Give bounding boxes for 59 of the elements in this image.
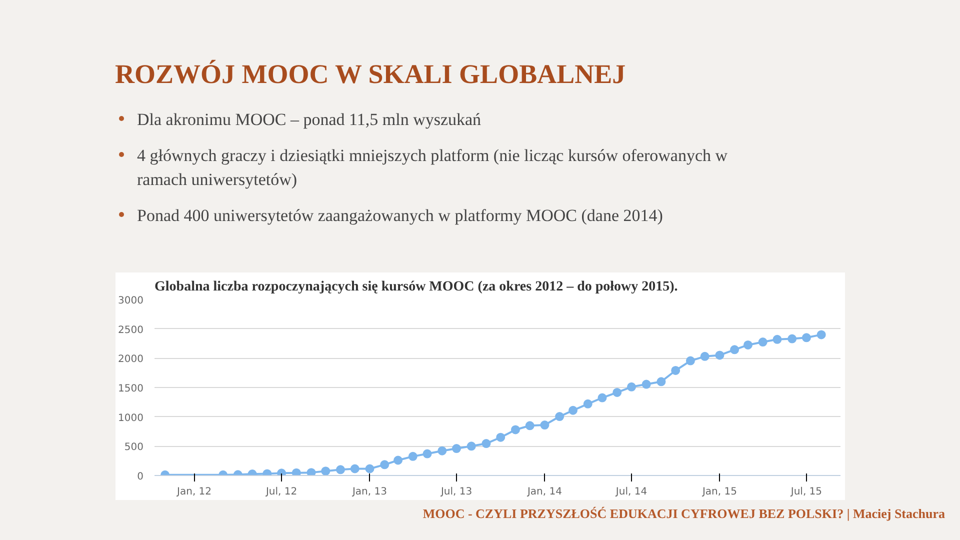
point — [321, 466, 330, 476]
point — [277, 468, 286, 476]
x-tick-label: Jan, 12 — [176, 486, 212, 498]
y-tick-label: 3000 — [118, 296, 144, 306]
point — [438, 446, 447, 456]
point — [743, 340, 752, 350]
point — [686, 356, 695, 366]
text: MOOC - CZYLI PRZYSZŁOŚĆ EDUKACJI CYFROWEJ BEZ POLSKI? | Maciej Stachura — [422, 505, 945, 523]
point — [700, 352, 710, 361]
point — [788, 334, 797, 344]
point — [306, 468, 316, 476]
y-tick-label: 1000 — [118, 412, 144, 424]
point — [802, 333, 811, 342]
x-tick-label: Jul, 12 — [264, 486, 298, 498]
point — [612, 388, 622, 397]
text: 4 głównych graczy i dziesiątki mniejszych platform (nie licząc kursów oferowanych w ramach uniwersytetów) — [137, 144, 729, 192]
y-tick-label: 2000 — [118, 354, 144, 366]
y-tick-label: 1500 — [118, 384, 144, 394]
text: Ponad 400 uniwersytetów zaangażowanych w platformy MOOC (dane 2014) — [137, 205, 664, 228]
y-tick-label: 0 — [137, 472, 144, 482]
point — [730, 345, 740, 354]
point — [540, 420, 550, 430]
point — [671, 366, 680, 375]
point — [336, 465, 345, 474]
point — [816, 330, 826, 340]
text: Dla akronimu MOOC – ponad 11,5 mln wyszukań — [137, 108, 482, 131]
point — [642, 380, 651, 389]
point — [408, 452, 418, 461]
point — [496, 432, 506, 442]
point — [568, 406, 578, 415]
point — [758, 338, 768, 347]
x-tick-label: Jan, 13 — [351, 486, 387, 498]
point — [772, 334, 782, 344]
y-tick-label: 2500 — [118, 324, 144, 336]
point — [525, 421, 534, 430]
point — [365, 464, 374, 474]
point — [510, 425, 520, 434]
x-tick-label: Jul, 14 — [614, 486, 648, 498]
point — [715, 350, 724, 360]
point — [598, 393, 607, 402]
y-tick-label: 500 — [124, 442, 144, 454]
point — [466, 442, 476, 451]
point — [292, 468, 301, 476]
text: ROZWÓJ MOOC W SKALI GLOBALNEJ — [115, 58, 627, 91]
point — [350, 464, 360, 474]
point — [555, 412, 564, 422]
point — [583, 399, 592, 408]
point — [482, 439, 491, 448]
x-tick-label: Jul, 15 — [790, 486, 822, 498]
x-tick-label: Jul, 13 — [440, 486, 472, 498]
point — [452, 444, 462, 454]
chart-title: Globalna liczba rozpoczynających się kursów MOOC (za okres 2012 – do połowy 2015). — [154, 280, 678, 294]
point — [626, 382, 636, 392]
point — [394, 456, 403, 465]
point — [656, 377, 666, 386]
x-tick-label: Jan, 15 — [701, 486, 737, 498]
x-tick-label: Jan, 14 — [526, 486, 562, 498]
point — [422, 449, 432, 458]
point — [380, 460, 390, 470]
